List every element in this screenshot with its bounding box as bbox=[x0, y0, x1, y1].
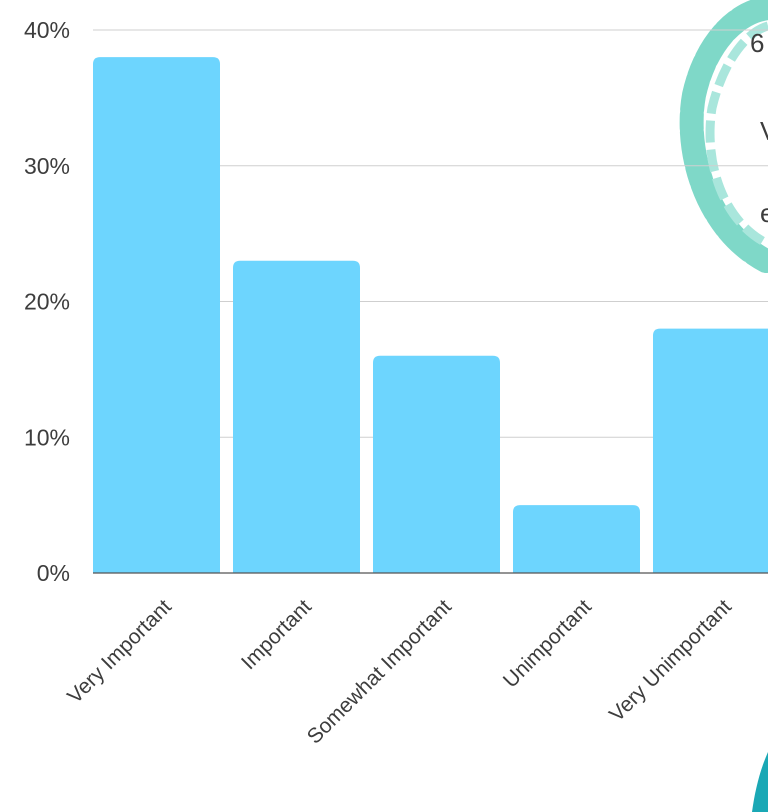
y-axis-ticks: 0% 10% 20% 30% 40% bbox=[24, 17, 70, 586]
callout-cut-text: 6 V e bbox=[750, 28, 768, 228]
bar-somewhat-important bbox=[373, 355, 500, 573]
decorative-corner-shape bbox=[752, 752, 768, 812]
callout-text-1: 6 bbox=[750, 28, 764, 58]
bar-important bbox=[233, 260, 360, 573]
y-tick-label: 30% bbox=[24, 153, 70, 179]
decorative-brush-ring bbox=[679, 0, 768, 274]
y-tick-label: 40% bbox=[24, 17, 70, 43]
y-tick-label: 20% bbox=[24, 289, 70, 315]
x-tick-label: Very Unimportant bbox=[605, 595, 736, 726]
bar-unimportant bbox=[513, 505, 640, 573]
x-tick-label: Very Important bbox=[63, 595, 176, 708]
bar-very-unimportant bbox=[653, 328, 768, 573]
x-tick-label: Unimportant bbox=[499, 595, 596, 692]
x-tick-label: Somewhat Important bbox=[303, 595, 456, 748]
callout-text-3: e bbox=[760, 198, 768, 228]
y-tick-label: 0% bbox=[37, 560, 70, 586]
bars bbox=[93, 57, 768, 573]
callout-text-2: V bbox=[760, 116, 768, 146]
y-tick-label: 10% bbox=[24, 424, 70, 450]
x-tick-label: Important bbox=[237, 595, 316, 674]
bar-very-important bbox=[93, 57, 220, 573]
